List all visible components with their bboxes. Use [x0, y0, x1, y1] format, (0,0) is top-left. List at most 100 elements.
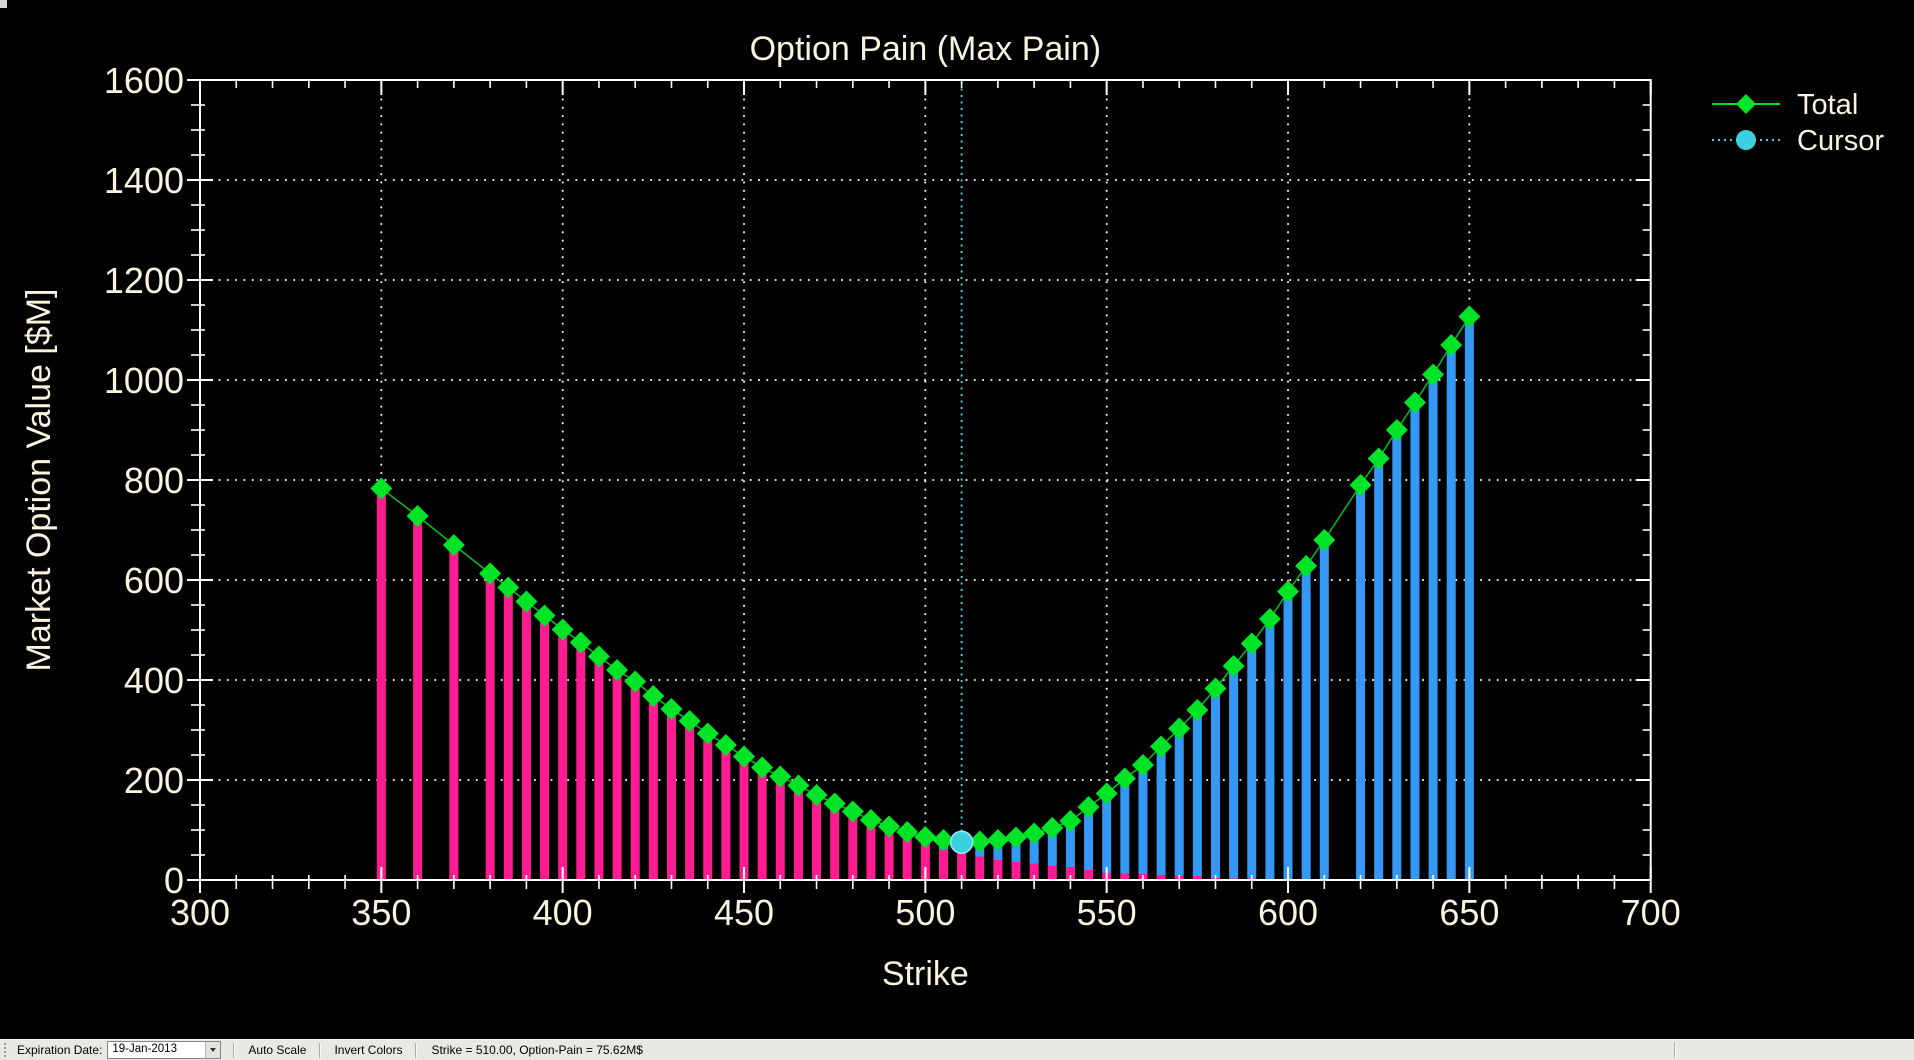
- put-bar-505[interactable]: [938, 849, 948, 881]
- total-point-640[interactable]: [1422, 363, 1445, 386]
- total-point-645[interactable]: [1440, 334, 1463, 356]
- total-point-495[interactable]: [896, 821, 919, 843]
- put-bar-490[interactable]: [884, 834, 894, 880]
- total-point-560[interactable]: [1131, 754, 1154, 776]
- total-point-565[interactable]: [1150, 735, 1173, 758]
- total-point-605[interactable]: [1295, 555, 1318, 577]
- call-bar-575[interactable]: [1192, 710, 1202, 876]
- put-bar-450[interactable]: [739, 761, 749, 881]
- total-point-420[interactable]: [624, 670, 647, 693]
- auto-scale-button[interactable]: Auto Scale: [241, 1042, 313, 1058]
- total-point-580[interactable]: [1204, 677, 1227, 700]
- total-point-540[interactable]: [1059, 810, 1082, 832]
- total-point-395[interactable]: [533, 604, 556, 627]
- put-bar-575[interactable]: [1192, 876, 1202, 880]
- call-bar-540[interactable]: [1065, 821, 1075, 867]
- put-bar-545[interactable]: [1084, 870, 1094, 880]
- total-point-520[interactable]: [986, 829, 1009, 851]
- call-bar-535[interactable]: [1047, 828, 1057, 866]
- call-bar-525[interactable]: [1011, 837, 1021, 863]
- put-bar-430[interactable]: [666, 713, 676, 880]
- put-bar-495[interactable]: [902, 839, 912, 880]
- call-bar-555[interactable]: [1120, 778, 1130, 874]
- put-bar-360[interactable]: [413, 517, 423, 881]
- put-bar-485[interactable]: [866, 827, 876, 880]
- put-bar-535[interactable]: [1047, 866, 1057, 880]
- call-bar-620[interactable]: [1356, 485, 1366, 880]
- total-point-485[interactable]: [859, 809, 882, 831]
- total-point-370[interactable]: [442, 534, 465, 556]
- total-point-405[interactable]: [569, 631, 592, 654]
- put-bar-435[interactable]: [685, 725, 695, 881]
- total-point-445[interactable]: [714, 734, 737, 756]
- total-point-505[interactable]: [932, 829, 955, 851]
- call-bar-585[interactable]: [1229, 666, 1239, 879]
- call-bar-565[interactable]: [1156, 746, 1166, 876]
- call-bar-545[interactable]: [1084, 807, 1094, 870]
- expiration-date-dropdown[interactable]: 19-Jan-2013: [107, 1041, 222, 1059]
- total-point-465[interactable]: [787, 774, 810, 797]
- total-point-455[interactable]: [751, 756, 774, 779]
- toolbar-grip[interactable]: [4, 1043, 9, 1057]
- total-point-570[interactable]: [1168, 717, 1191, 740]
- total-point-595[interactable]: [1258, 608, 1281, 630]
- total-point-525[interactable]: [1005, 826, 1028, 849]
- put-bar-455[interactable]: [757, 773, 767, 880]
- call-bar-645[interactable]: [1446, 345, 1456, 880]
- call-bar-630[interactable]: [1392, 430, 1402, 880]
- put-bar-475[interactable]: [830, 810, 840, 880]
- put-bar-470[interactable]: [812, 801, 822, 880]
- call-bar-610[interactable]: [1319, 540, 1329, 880]
- call-bar-650[interactable]: [1464, 316, 1474, 880]
- total-point-435[interactable]: [678, 710, 701, 732]
- put-bar-480[interactable]: [848, 818, 858, 881]
- put-bar-500[interactable]: [920, 845, 930, 880]
- total-point-380[interactable]: [479, 562, 502, 585]
- total-point-620[interactable]: [1349, 474, 1372, 496]
- call-bar-595[interactable]: [1265, 619, 1275, 879]
- total-point-635[interactable]: [1403, 391, 1426, 414]
- total-point-390[interactable]: [515, 590, 538, 613]
- total-point-550[interactable]: [1095, 782, 1118, 805]
- invert-colors-button[interactable]: Invert Colors: [327, 1042, 409, 1058]
- total-point-425[interactable]: [642, 685, 665, 707]
- put-bar-385[interactable]: [503, 590, 513, 880]
- total-point-545[interactable]: [1077, 796, 1100, 818]
- put-bar-440[interactable]: [703, 738, 713, 880]
- total-point-515[interactable]: [968, 830, 991, 853]
- put-bar-405[interactable]: [576, 645, 586, 881]
- cursor-marker[interactable]: [949, 830, 974, 854]
- total-point-470[interactable]: [805, 784, 828, 806]
- call-bar-600[interactable]: [1283, 591, 1293, 880]
- put-bar-460[interactable]: [775, 782, 785, 881]
- total-point-500[interactable]: [914, 826, 937, 848]
- call-bar-635[interactable]: [1410, 402, 1420, 880]
- total-point-430[interactable]: [660, 698, 683, 720]
- put-bar-565[interactable]: [1156, 875, 1166, 880]
- put-bar-510[interactable]: [957, 852, 967, 881]
- dropdown-arrow-button[interactable]: [205, 1042, 221, 1058]
- put-bar-395[interactable]: [540, 618, 550, 880]
- total-point-490[interactable]: [878, 815, 901, 838]
- call-bar-605[interactable]: [1301, 566, 1311, 879]
- total-point-415[interactable]: [606, 659, 629, 681]
- total-point-630[interactable]: [1385, 419, 1408, 441]
- call-bar-570[interactable]: [1174, 728, 1184, 876]
- total-point-600[interactable]: [1277, 580, 1300, 603]
- call-bar-530[interactable]: [1029, 833, 1039, 864]
- total-point-585[interactable]: [1222, 655, 1245, 677]
- call-bar-625[interactable]: [1374, 458, 1384, 880]
- total-point-555[interactable]: [1113, 767, 1136, 790]
- put-bar-420[interactable]: [630, 685, 640, 880]
- total-point-385[interactable]: [497, 576, 520, 599]
- put-bar-410[interactable]: [594, 659, 604, 881]
- put-bar-530[interactable]: [1029, 863, 1039, 881]
- total-point-475[interactable]: [823, 792, 846, 815]
- total-point-460[interactable]: [769, 765, 792, 788]
- total-point-590[interactable]: [1240, 632, 1263, 655]
- call-bar-580[interactable]: [1210, 688, 1220, 879]
- put-bar-400[interactable]: [558, 632, 568, 881]
- put-bar-520[interactable]: [993, 860, 1003, 880]
- put-bar-380[interactable]: [485, 575, 495, 881]
